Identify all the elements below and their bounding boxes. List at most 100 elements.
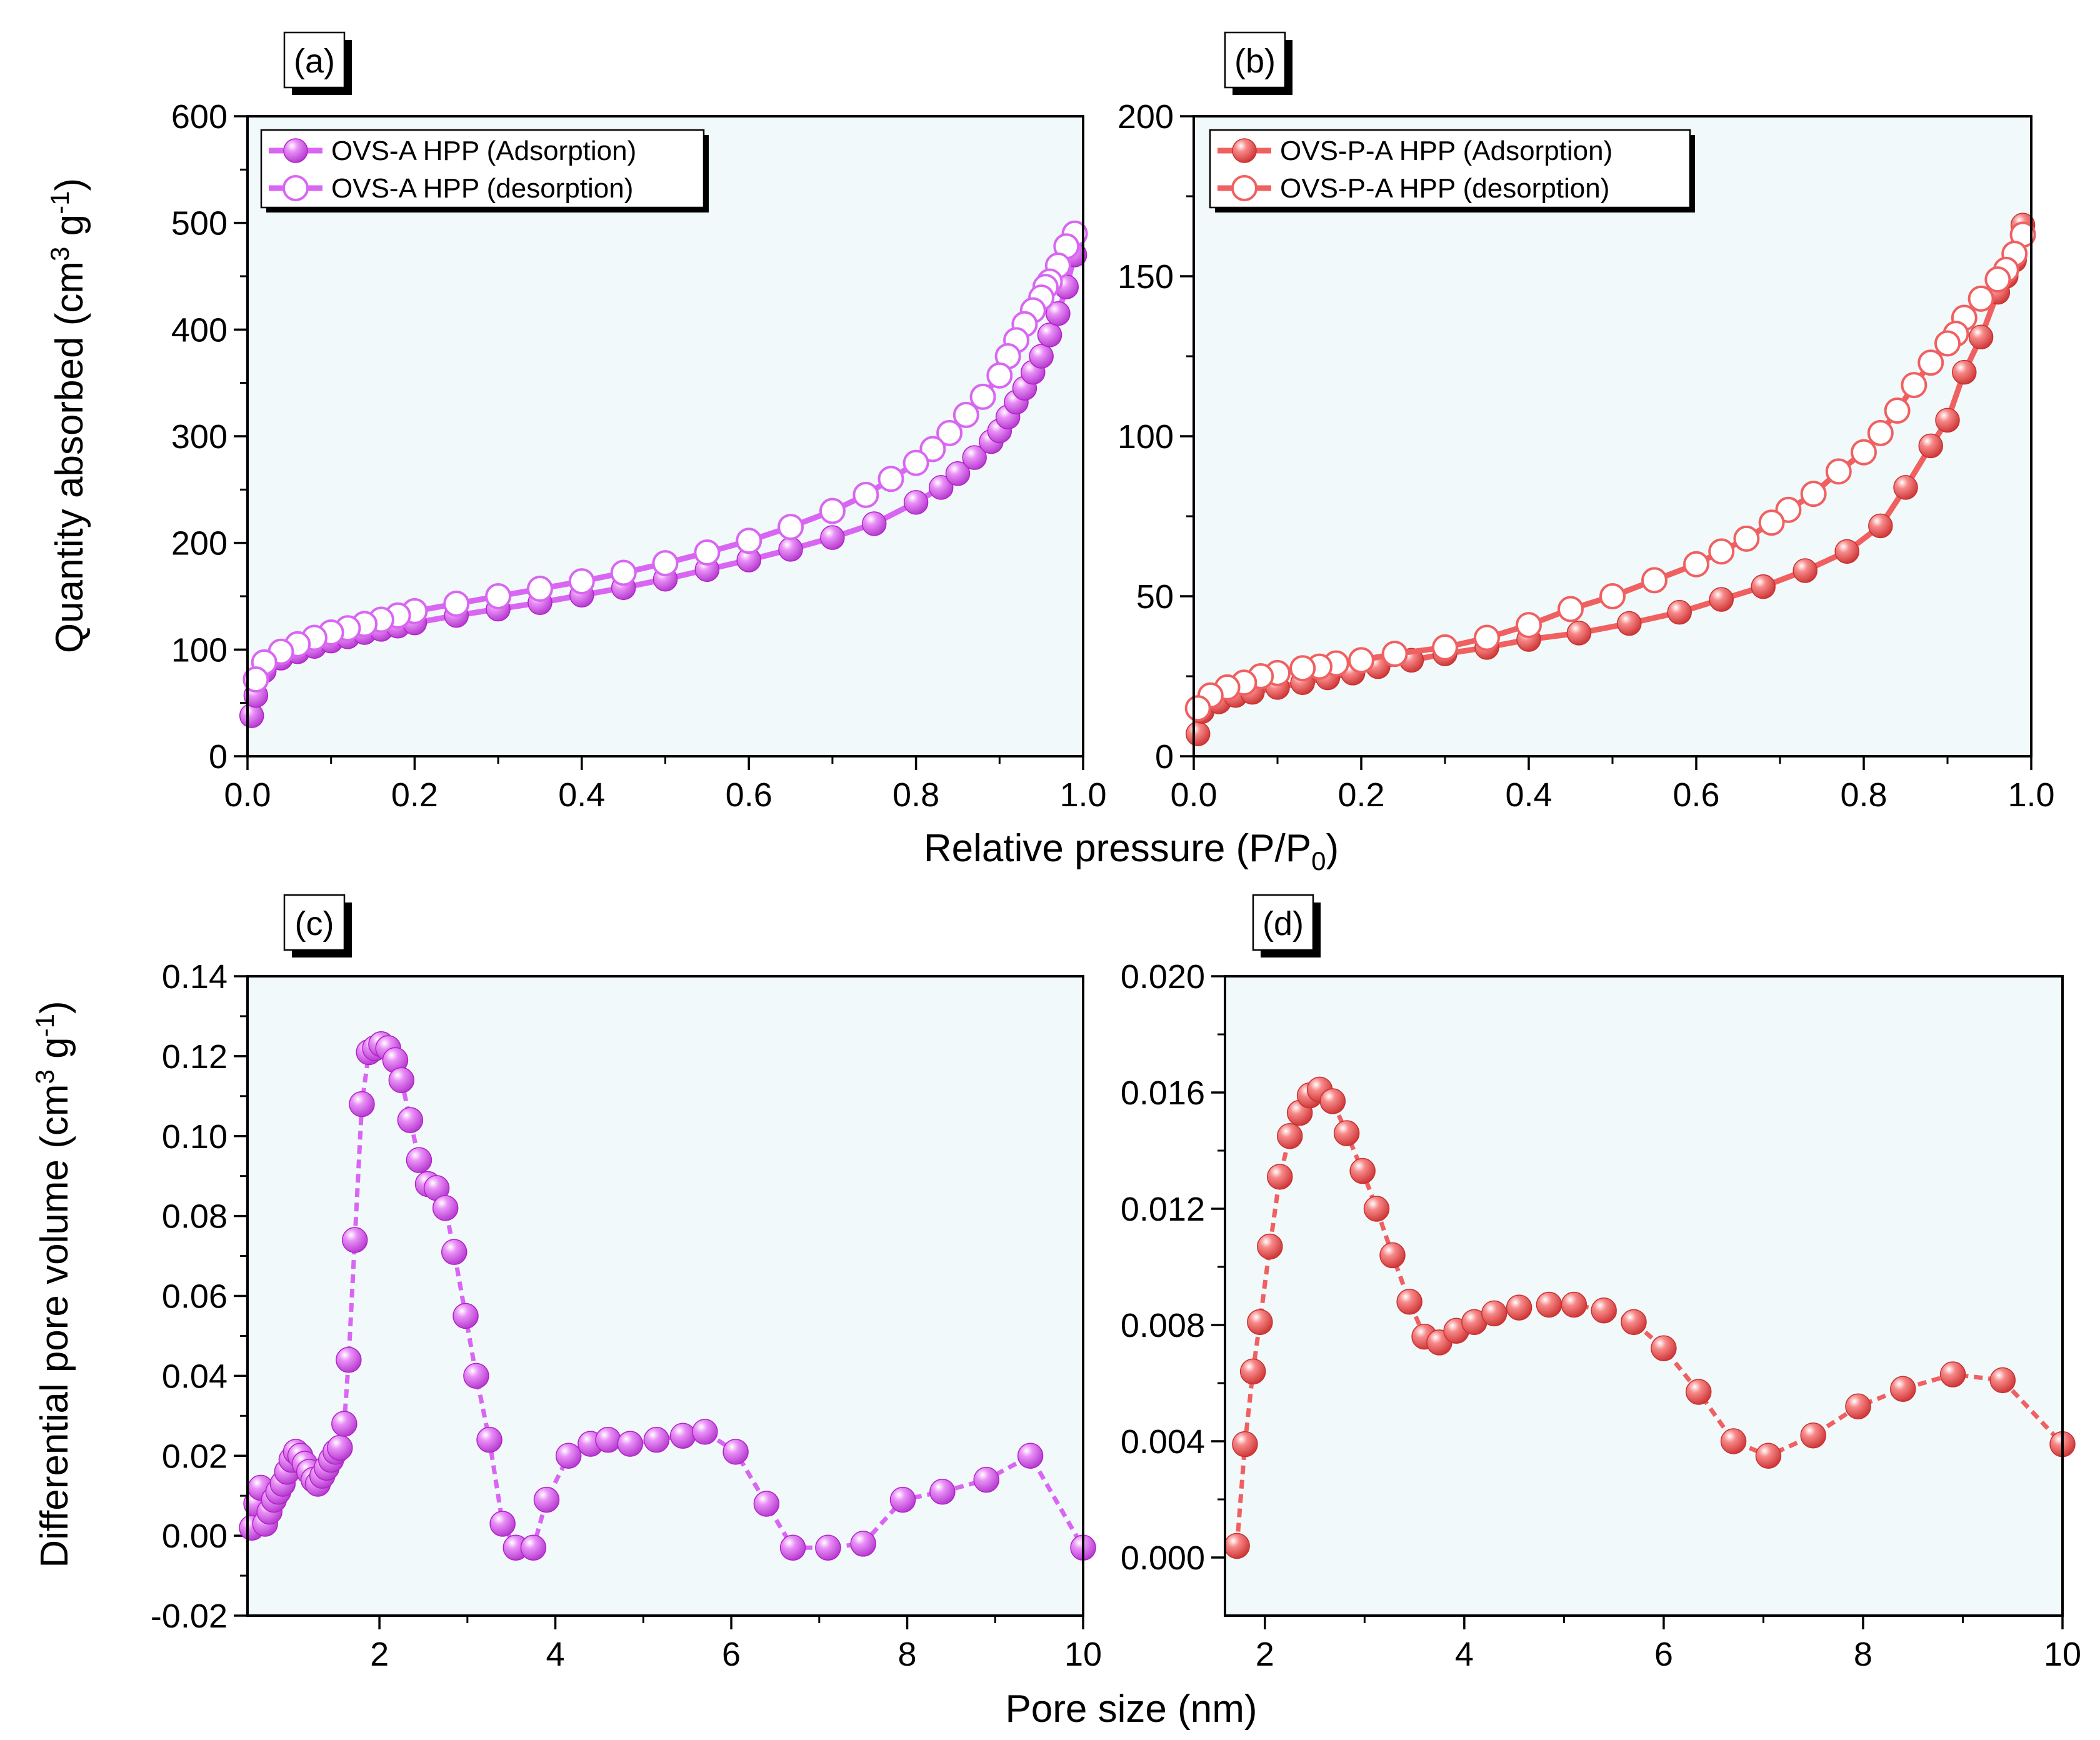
- x-axis-title-text: Relative pressure (P/P: [924, 827, 1311, 870]
- panel-b-series-adsorption-point: [1185, 721, 1211, 746]
- panel-b-series-desorption-point: [1348, 647, 1374, 674]
- panel-a-series-adsorption-point: [1037, 322, 1062, 348]
- panel-b-x-tick-label: 0.8: [1840, 776, 1887, 814]
- panel-a-series-desorption-point: [736, 528, 762, 554]
- panel-b-series-adsorption-point: [1952, 359, 1977, 385]
- panel-d-series-distribution-point: [1232, 1431, 1258, 1458]
- panel-a-y-tick-label: 300: [171, 418, 228, 456]
- panel-d-series-distribution-point: [1257, 1233, 1283, 1260]
- panel-a-series-desorption-point: [952, 401, 979, 428]
- panel-d-tag-label: (d): [1262, 905, 1304, 942]
- panel-a-series-desorption-point: [936, 419, 963, 446]
- panel-b-series-desorption: [1184, 221, 2036, 722]
- panel-b-series-desorption-point: [1934, 330, 1961, 357]
- y-axis-title-top-main: Quantity absorbed (cm: [48, 261, 91, 653]
- panel-a-legend-marker-open: [282, 175, 309, 201]
- panel-b-y-tick-label: 150: [1118, 258, 1174, 296]
- panel-a-x-tick-label: 1.0: [1059, 776, 1106, 814]
- panel-a-y-tick-label: 500: [171, 205, 228, 242]
- panel-d-series-distribution-point: [1266, 1164, 1293, 1190]
- panel-a-legend: OVS-A HPP (Adsorption) OVS-A HPP (desorpt…: [260, 129, 709, 212]
- panel-c-plot-area: [248, 976, 1083, 1616]
- y-axis-title-top-end: ): [48, 178, 91, 191]
- panel-a-series-adsorption-point: [1046, 301, 1071, 326]
- panel-c-series-distribution-point: [1017, 1442, 1044, 1469]
- panel-b-series-desorption-point: [1901, 372, 1928, 399]
- panel-c-series-distribution-point: [397, 1107, 424, 1133]
- panel-b-tag-box: [1224, 31, 1286, 89]
- x-axis-title-subscript: 0: [1311, 846, 1326, 876]
- panel-d-series-distribution-point: [1536, 1291, 1562, 1318]
- panel-c-y-tick-label: -0.02: [151, 1598, 228, 1635]
- panel-b-series-desorption-point: [1641, 567, 1668, 594]
- panel-d-y-tick-label: 0.008: [1121, 1307, 1205, 1344]
- panel-d-series-distribution-point: [1481, 1300, 1508, 1327]
- panel-a-y-tick-label: 400: [171, 311, 228, 349]
- panel-a-series-desorption-point: [852, 481, 879, 508]
- panel-c-series-distribution-point: [441, 1239, 468, 1265]
- y-axis-title-bottom-sup3: 3: [30, 1069, 59, 1084]
- panel-d-x-tick-label: 6: [1654, 1636, 1673, 1673]
- panel-b-series-adsorption-point: [1935, 408, 1960, 433]
- panel-b-x-tick-label: 0.2: [1338, 776, 1384, 814]
- panel-d-series-distribution-point: [1651, 1335, 1677, 1361]
- panel-b-series-adsorption-point: [1667, 599, 1692, 625]
- panel-a-series-desorption: [242, 220, 1088, 693]
- y-axis-title-top-sup3: 3: [45, 247, 74, 261]
- panel-c-x-tick-label: 6: [722, 1636, 741, 1673]
- panel-b-series-desorption-point: [1968, 285, 1994, 312]
- panel-c-axes-frame: [246, 975, 1084, 1617]
- y-axis-title-bottom-mid: g: [33, 1037, 76, 1069]
- panel-c-y-tick-label: 0.14: [162, 958, 228, 996]
- panel-d-series-distribution: [1224, 1076, 2076, 1559]
- panel-b-series-desorption-point: [1733, 525, 1760, 552]
- panel-c-series-distribution-point: [929, 1479, 956, 1505]
- panel-b-series-adsorption-point: [1709, 587, 1734, 612]
- panel-c-series-distribution-point: [815, 1534, 841, 1561]
- y-axis-title-quantity-absorbed: Quantity absorbed (cm3 g-1): [45, 178, 91, 653]
- panel-c-tag: (c): [283, 894, 352, 958]
- panel-c-series-distribution-point: [850, 1531, 876, 1557]
- panel-a-series-adsorption-point: [945, 461, 971, 486]
- panel-c-series-distribution-point: [331, 1411, 358, 1437]
- y-axis-title-bottom-supneg1: -1: [30, 1014, 59, 1037]
- y-axis-title-top-mid: g: [48, 214, 91, 247]
- panel-b-legend-label: OVS-P-A HPP (desorption): [1280, 173, 1609, 204]
- panel-a-series-desorption-point: [969, 383, 996, 410]
- panel-a-legend-marker-filled: [283, 138, 308, 163]
- panel-d-series-distribution-point: [1989, 1367, 2016, 1394]
- y-axis-title-bottom-end: ): [33, 1001, 76, 1014]
- panel-b-series-desorption-point: [1800, 481, 1827, 508]
- panel-b-series-desorption-point: [1851, 439, 1877, 466]
- panel-c-series-distribution-point: [388, 1067, 415, 1093]
- panel-d-y-tick-label: 0.004: [1121, 1423, 1205, 1461]
- panel-d-series-distribution-point: [1247, 1309, 1273, 1336]
- panel-a-tag-label: (a): [294, 42, 335, 80]
- panel-a-series-adsorption-point: [928, 475, 954, 500]
- panel-c-series-distribution-point: [595, 1426, 621, 1453]
- panel-a-series-desorption-point: [610, 559, 637, 586]
- panel-c-series-distribution-point: [406, 1147, 432, 1173]
- panel-c-series-distribution-point: [463, 1362, 489, 1389]
- panel-d-tag: (d): [1252, 894, 1321, 958]
- panel-a-adsorption-isotherm: 0 100 200 300 400 500 600 0.0 0.2 0.4 0.6 0.8 1.0 OVS…: [171, 31, 1107, 814]
- panel-b-series-adsorption-point: [1617, 611, 1642, 636]
- panel-d-series-distribution-point: [1939, 1361, 1966, 1388]
- panel-a-series-adsorption-point: [1029, 344, 1054, 369]
- panel-d-y-tick-label: 0.012: [1121, 1191, 1205, 1228]
- panel-d-series-distribution-point: [1720, 1428, 1747, 1454]
- panel-b-series-desorption-point: [1474, 624, 1500, 651]
- panel-d-axes-frame: [1224, 975, 2064, 1617]
- panel-d-series-distribution-point: [1561, 1291, 1588, 1318]
- panel-a-series-desorption-point: [242, 666, 269, 693]
- panel-b-series-desorption-point: [1984, 266, 2011, 293]
- x-axis-title-relative-pressure: Relative pressure (P/P0): [924, 827, 1339, 876]
- panel-c-series-distribution-point: [722, 1439, 749, 1465]
- panel-a-series-desorption-point: [819, 498, 846, 524]
- panel-b-legend-marker-filled: [1232, 138, 1257, 163]
- panel-b-series-desorption-point: [1708, 538, 1735, 565]
- panel-a-series-desorption-point: [919, 436, 946, 462]
- y-axis-title-top-supneg1: -1: [45, 191, 74, 214]
- panel-b-legend-marker-open: [1231, 175, 1258, 201]
- panel-d-x-tick-label: 2: [1256, 1636, 1274, 1673]
